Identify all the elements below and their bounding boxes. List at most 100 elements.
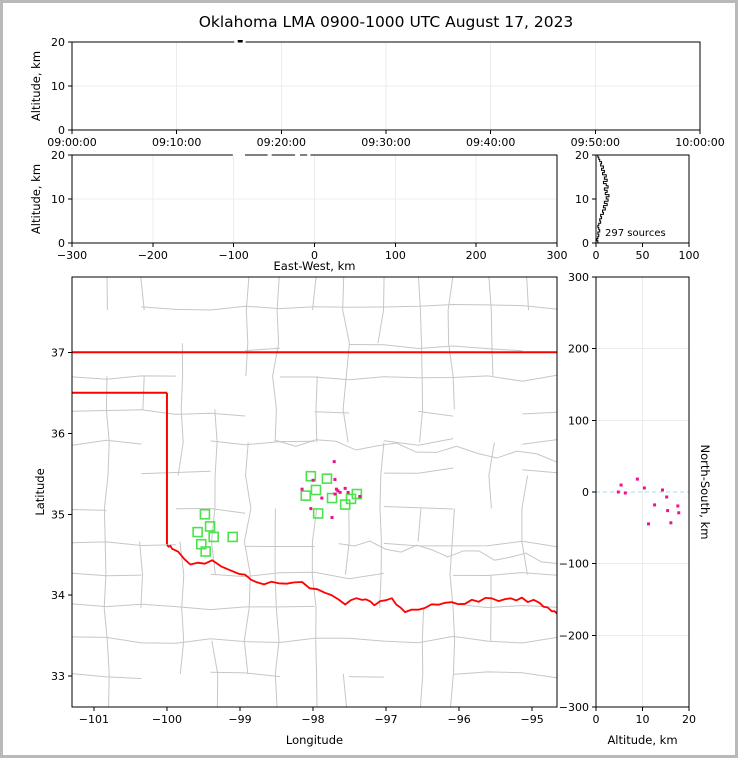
- x-tick-label: −96: [448, 713, 471, 726]
- y-tick-label: 20: [51, 149, 65, 162]
- county-line-horizontal: [72, 571, 557, 580]
- clipped-source-blip: [237, 40, 243, 43]
- green-square-marker: [305, 470, 317, 482]
- green-square-marker: [199, 508, 211, 520]
- green-square-marker: [351, 488, 363, 500]
- county-line-horizontal: [72, 603, 557, 611]
- vhf-source-dot: [300, 487, 304, 491]
- x-tick-label: 09:10:00: [152, 136, 201, 149]
- county-line-vertical: [103, 277, 110, 707]
- county-line-horizontal: [245, 344, 523, 352]
- panel-frame: [71, 276, 558, 708]
- x-axis-label: Longitude: [286, 733, 343, 747]
- x-tick-label: 20: [682, 713, 696, 726]
- y-axis-label: Altitude, km: [29, 51, 43, 121]
- flash-markers-group: [192, 460, 363, 557]
- y-tick-label: 34: [51, 589, 65, 602]
- vhf-source-dot: [647, 522, 651, 526]
- vhf-source-dot: [669, 521, 673, 525]
- clipped-source-gap: [267, 154, 272, 157]
- y-tick-label: 100: [568, 414, 589, 427]
- green-square-marker: [312, 508, 324, 519]
- vhf-source-dot: [666, 509, 670, 513]
- vhf-source-dot: [635, 477, 639, 481]
- vhf-source-dot: [333, 492, 337, 496]
- x-tick-label: 10: [636, 713, 650, 726]
- y-tick-label: 10: [575, 193, 589, 206]
- x-tick-label: −101: [79, 713, 109, 726]
- vhf-source-dot: [309, 507, 313, 511]
- y-tick-label: 36: [51, 427, 65, 440]
- x-tick-label: −98: [301, 713, 324, 726]
- x-tick-label: −100: [219, 249, 249, 262]
- green-square-marker: [204, 521, 216, 532]
- y-tick-label: 0: [58, 124, 65, 137]
- x-tick-label: −97: [374, 713, 397, 726]
- altitude-histogram-profile: [596, 154, 610, 244]
- y-tick-label: 35: [51, 508, 65, 521]
- y-tick-label: 200: [568, 343, 589, 356]
- panel-altitude-vs-time: 09:00:00 09:10:00 09:20:00 09:30:00 09:40:00…: [29, 36, 725, 149]
- vhf-source-dot: [334, 487, 338, 491]
- x-tick-label: 09:30:00: [361, 136, 410, 149]
- x-tick-label: 200: [466, 249, 487, 262]
- county-line-vertical: [417, 277, 425, 707]
- map-layers: [72, 277, 557, 707]
- county-line-horizontal: [72, 635, 557, 644]
- panel-plan-view-map: −101 −100 −99 −98 −97 −96 −95 33 34 35 36 37 Longitu…: [33, 276, 558, 747]
- river-gray-line: [338, 540, 557, 565]
- green-square-marker: [321, 473, 333, 484]
- vhf-source-dot: [336, 489, 340, 493]
- clipped-source-gap: [295, 154, 300, 157]
- x-tick-label: 0: [593, 249, 600, 262]
- y-axis-label: Altitude, km: [29, 164, 43, 234]
- x-tick-label: −95: [521, 713, 544, 726]
- x-tick-label: −300: [57, 249, 87, 262]
- x-axis-label: Altitude, km: [607, 733, 677, 747]
- x-tick-label: 0: [311, 249, 318, 262]
- x-tick-label: 300: [547, 249, 568, 262]
- x-tick-label: −200: [138, 249, 168, 262]
- county-boundaries: [72, 277, 557, 707]
- county-line-horizontal: [72, 671, 557, 679]
- x-tick-label: 09:40:00: [466, 136, 515, 149]
- source-count-label: 297 sources: [605, 228, 666, 239]
- lma-figure-canvas: Oklahoma LMA 0900-1000 UTC August 17, 20…: [29, 13, 725, 747]
- county-line-horizontal: [72, 409, 557, 417]
- green-square-marker: [200, 546, 211, 557]
- panel-north-south-vs-altitude: 0 10 20 −300 −200 −100 0 100 200 300 Altitude, km N…: [559, 271, 712, 747]
- x-tick-label: −99: [228, 713, 251, 726]
- county-line-horizontal: [72, 540, 557, 548]
- figure-title: Oklahoma LMA 0900-1000 UTC August 17, 20…: [199, 13, 574, 31]
- y-tick-label: 37: [51, 346, 65, 359]
- vhf-source-dot: [619, 483, 623, 487]
- vhf-source-dot: [616, 490, 620, 494]
- y-tick-label: 0: [582, 486, 589, 499]
- y-tick-label: −200: [559, 629, 589, 642]
- y-tick-label: 300: [568, 271, 589, 284]
- river-gray-line: [275, 439, 557, 463]
- county-line-vertical: [342, 277, 350, 707]
- vhf-source-dot: [677, 511, 681, 515]
- green-square-marker: [310, 484, 322, 496]
- vhf-source-dot: [311, 478, 315, 482]
- county-line-vertical: [243, 277, 252, 674]
- green-square-marker: [208, 531, 220, 543]
- clipped-source-gap: [232, 154, 245, 157]
- vhf-source-dot: [665, 495, 669, 499]
- vhf-source-dot: [642, 486, 646, 490]
- county-line-vertical: [272, 277, 280, 707]
- x-tick-label: −100: [152, 713, 182, 726]
- vhf-source-dot: [320, 496, 324, 500]
- y-tick-label: 33: [51, 670, 65, 683]
- vhf-source-dot: [623, 491, 627, 495]
- y-tick-label: 10: [51, 80, 65, 93]
- vhf-source-dot: [653, 503, 657, 507]
- county-line-vertical: [210, 409, 219, 707]
- red-river-border: [166, 544, 557, 616]
- county-line-horizontal: [72, 438, 557, 446]
- y-tick-label: −300: [559, 701, 589, 714]
- y-axis-label: Latitude: [33, 468, 47, 515]
- y-tick-label: 20: [51, 36, 65, 49]
